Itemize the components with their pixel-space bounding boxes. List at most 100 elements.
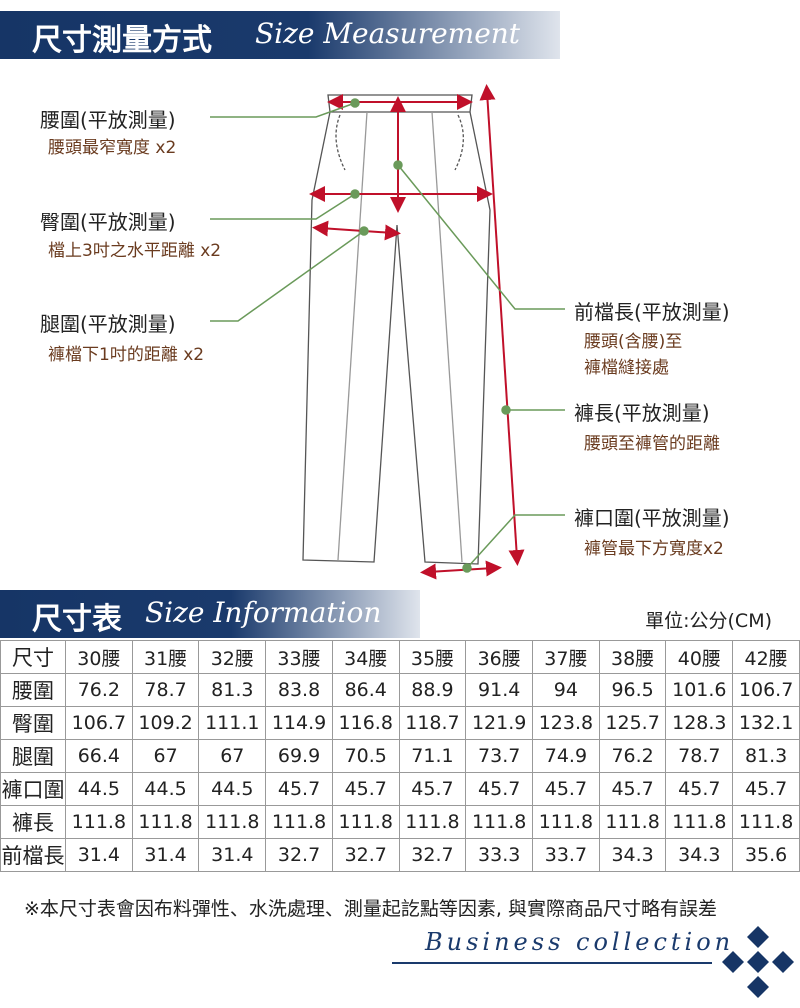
- table-cell: 31腰: [131, 640, 200, 674]
- table-cell: 69.9: [265, 739, 333, 773]
- table-cell: 81.3: [732, 739, 800, 773]
- waist-label: 腰圍(平放測量): [40, 108, 176, 132]
- row-label: 腿圍: [0, 739, 66, 773]
- table-cell: 91.4: [465, 673, 534, 707]
- table-cell: 45.7: [465, 772, 534, 806]
- table-cell: 30腰: [65, 640, 133, 674]
- table-cell: 121.9: [465, 706, 534, 740]
- table-cell: 101.6: [665, 673, 734, 707]
- table-cell: 88.9: [398, 673, 467, 707]
- table-row: 褲口圍 44.5 44.5 44.5 45.7 45.7 45.7 45.7 45.7 45.7 4…: [0, 772, 800, 806]
- brand-underline: [392, 962, 712, 964]
- table-cell: 111.8: [532, 805, 600, 839]
- table-cell: 118.7: [398, 706, 467, 740]
- length-desc: 腰頭至褲管的距離: [584, 434, 720, 454]
- table-cell: 109.2: [131, 706, 200, 740]
- row-label: 尺寸: [0, 640, 66, 674]
- hip-label: 臀圍(平放測量): [40, 210, 176, 234]
- table-cell: 83.8: [265, 673, 333, 707]
- table-cell: 45.7: [532, 772, 600, 806]
- table-cell: 38腰: [598, 640, 667, 674]
- table-cell: 34.3: [598, 838, 667, 872]
- table-cell: 76.2: [598, 739, 667, 773]
- table-cell: 114.9: [265, 706, 333, 740]
- table-cell: 70.5: [331, 739, 400, 773]
- size-table-title-en: Size Information: [145, 596, 382, 629]
- table-cell: 44.5: [65, 772, 133, 806]
- table-cell: 32.7: [265, 838, 333, 872]
- row-label: 褲口圍: [0, 772, 66, 806]
- hem-desc: 褲管最下方寬度x2: [584, 539, 724, 559]
- rise-desc-2: 褲檔縫接處: [584, 358, 669, 378]
- table-cell: 86.4: [331, 673, 400, 707]
- row-label: 腰圍: [0, 673, 66, 707]
- measurement-title-en: Size Measurement: [255, 17, 521, 50]
- table-cell: 78.7: [665, 739, 734, 773]
- row-label: 褲長: [0, 805, 66, 839]
- table-cell: 31.4: [131, 838, 200, 872]
- table-cell: 44.5: [198, 772, 267, 806]
- table-cell: 111.1: [198, 706, 267, 740]
- table-cell: 111.8: [198, 805, 267, 839]
- table-cell: 111.8: [65, 805, 133, 839]
- table-cell: 74.9: [532, 739, 600, 773]
- table-cell: 81.3: [198, 673, 267, 707]
- table-row: 腰圍 76.2 78.7 81.3 83.8 86.4 88.9 91.4 94 96.5 101.…: [0, 673, 800, 707]
- table-cell: 67: [131, 739, 200, 773]
- table-cell: 111.8: [331, 805, 400, 839]
- thigh-desc: 褲檔下1吋的距離 x2: [48, 345, 205, 365]
- table-cell: 44.5: [131, 772, 200, 806]
- table-cell: 111.8: [665, 805, 734, 839]
- table-cell: 40腰: [665, 640, 734, 674]
- size-table: 尺寸 30腰 31腰 32腰 33腰 34腰 35腰 36腰 37腰 38腰 40腰 42腰 腰圍 76.…: [0, 640, 800, 872]
- table-cell: 111.8: [131, 805, 200, 839]
- table-cell: 33.3: [465, 838, 534, 872]
- table-cell: 33.7: [532, 838, 600, 872]
- table-cell: 34.3: [665, 838, 734, 872]
- table-cell: 45.7: [665, 772, 734, 806]
- table-cell: 111.8: [398, 805, 467, 839]
- table-cell: 116.8: [331, 706, 400, 740]
- table-cell: 66.4: [65, 739, 133, 773]
- table-cell: 125.7: [598, 706, 667, 740]
- table-cell: 132.1: [732, 706, 800, 740]
- table-row: 腿圍 66.4 67 67 69.9 70.5 71.1 73.7 74.9 76.2 78.7 81…: [0, 739, 800, 773]
- hem-label: 褲口圍(平放測量): [574, 506, 730, 530]
- table-cell: 106.7: [65, 706, 133, 740]
- measurement-banner: 尺寸測量方式 Size Measurement: [0, 11, 560, 59]
- disclaimer-note: ※本尺寸表會因布料彈性、水洗處理、測量起訖點等因素, 與實際商品尺寸略有誤差: [24, 898, 718, 920]
- table-cell: 45.7: [598, 772, 667, 806]
- table-cell: 67: [198, 739, 267, 773]
- measurement-title: 尺寸測量方式: [32, 23, 212, 58]
- unit-label: 單位:公分(CM): [645, 610, 772, 632]
- table-cell: 32.7: [398, 838, 467, 872]
- table-cell: 37腰: [532, 640, 600, 674]
- table-cell: 31.4: [65, 838, 133, 872]
- diamond-logo-icon: [722, 926, 794, 998]
- table-cell: 31.4: [198, 838, 267, 872]
- table-cell: 128.3: [665, 706, 734, 740]
- table-cell: 76.2: [65, 673, 133, 707]
- hip-desc: 檔上3吋之水平距離 x2: [48, 241, 222, 261]
- rise-desc: 腰頭(含腰)至: [584, 332, 683, 352]
- table-cell: 71.1: [398, 739, 467, 773]
- table-cell: 34腰: [331, 640, 400, 674]
- table-cell: 45.7: [265, 772, 333, 806]
- table-cell: 35腰: [398, 640, 467, 674]
- size-table-title: 尺寸表: [32, 602, 122, 637]
- table-row: 褲長 111.8 111.8 111.8 111.8 111.8 111.8 111.8 111…: [0, 805, 800, 839]
- table-cell: 123.8: [532, 706, 600, 740]
- pants-diagram: [210, 84, 565, 580]
- size-table-banner: 尺寸表 Size Information: [0, 590, 420, 638]
- table-cell: 111.8: [265, 805, 333, 839]
- row-label: 臀圍: [0, 706, 66, 740]
- table-cell: 45.7: [732, 772, 800, 806]
- table-cell: 111.8: [465, 805, 534, 839]
- brand-text: Business collection: [425, 928, 735, 956]
- table-cell: 78.7: [131, 673, 200, 707]
- table-cell: 42腰: [732, 640, 800, 674]
- thigh-label: 腿圍(平放測量): [40, 312, 176, 336]
- table-row: 前檔長 31.4 31.4 31.4 32.7 32.7 32.7 33.3 33.7 34.3 3…: [0, 838, 800, 872]
- table-cell: 73.7: [465, 739, 534, 773]
- table-cell: 32腰: [198, 640, 267, 674]
